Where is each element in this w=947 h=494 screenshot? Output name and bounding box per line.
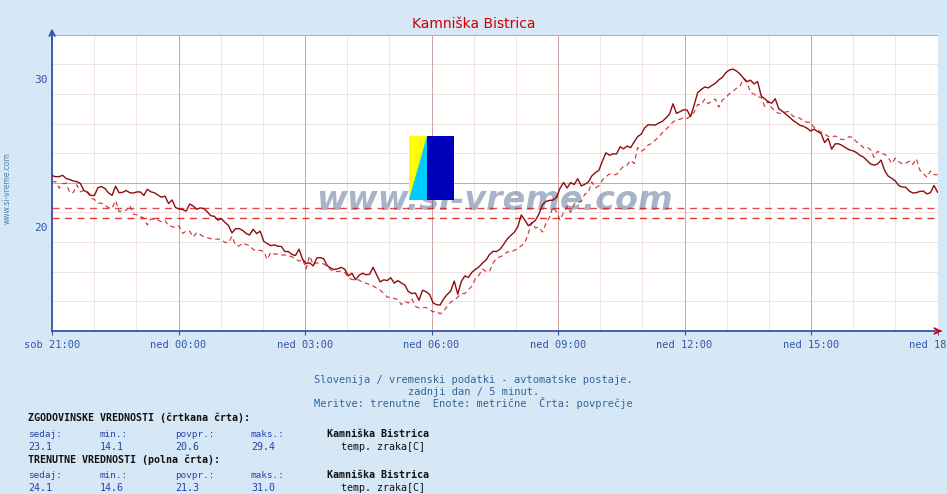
- Text: temp. zraka[C]: temp. zraka[C]: [341, 483, 425, 493]
- Text: 20.6: 20.6: [175, 442, 199, 452]
- Polygon shape: [409, 136, 427, 200]
- Text: povpr.:: povpr.:: [175, 471, 215, 480]
- Text: min.:: min.:: [99, 471, 128, 480]
- Text: Slovenija / vremenski podatki - avtomatske postaje.: Slovenija / vremenski podatki - avtomats…: [314, 375, 633, 385]
- Text: sedaj:: sedaj:: [28, 430, 63, 439]
- Text: temp. zraka[C]: temp. zraka[C]: [341, 442, 425, 452]
- Text: 24.1: 24.1: [28, 483, 52, 493]
- Text: www.si-vreme.com: www.si-vreme.com: [316, 184, 673, 217]
- Text: 29.4: 29.4: [251, 442, 275, 452]
- Text: 21.3: 21.3: [175, 483, 199, 493]
- Text: Meritve: trenutne  Enote: metrične  Črta: povprečje: Meritve: trenutne Enote: metrične Črta: …: [314, 397, 633, 409]
- Polygon shape: [409, 136, 427, 200]
- Text: 31.0: 31.0: [251, 483, 275, 493]
- Polygon shape: [409, 168, 455, 200]
- Text: maks.:: maks.:: [251, 471, 285, 480]
- Text: 23.1: 23.1: [28, 442, 52, 452]
- Text: maks.:: maks.:: [251, 430, 285, 439]
- Text: TRENUTNE VREDNOSTI (polna črta):: TRENUTNE VREDNOSTI (polna črta):: [28, 455, 221, 465]
- Text: Kamniška Bistrica: Kamniška Bistrica: [327, 429, 429, 439]
- Text: 14.1: 14.1: [99, 442, 123, 452]
- Text: Kamniška Bistrica: Kamniška Bistrica: [327, 470, 429, 480]
- Text: ZGODOVINSKE VREDNOSTI (črtkana črta):: ZGODOVINSKE VREDNOSTI (črtkana črta):: [28, 412, 250, 423]
- Polygon shape: [427, 136, 455, 200]
- Text: povpr.:: povpr.:: [175, 430, 215, 439]
- Text: zadnji dan / 5 minut.: zadnji dan / 5 minut.: [408, 387, 539, 397]
- Text: min.:: min.:: [99, 430, 128, 439]
- Polygon shape: [409, 136, 455, 168]
- Text: sedaj:: sedaj:: [28, 471, 63, 480]
- Text: www.si-vreme.com: www.si-vreme.com: [3, 152, 12, 224]
- Text: 14.6: 14.6: [99, 483, 123, 493]
- Text: Kamniška Bistrica: Kamniška Bistrica: [412, 17, 535, 31]
